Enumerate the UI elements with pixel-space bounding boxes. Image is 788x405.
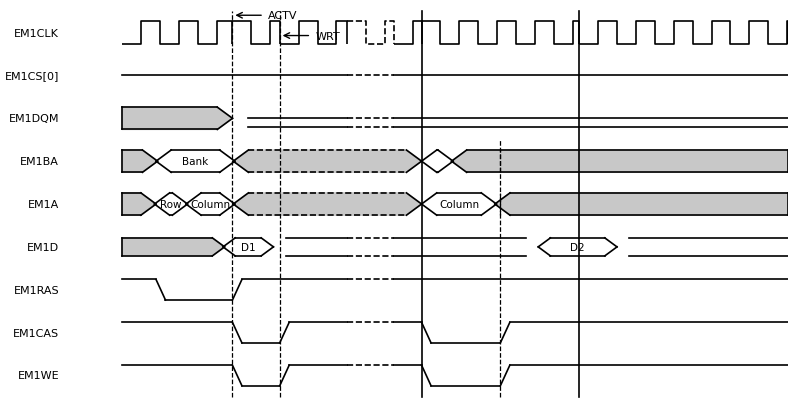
Text: EM1A: EM1A bbox=[28, 200, 59, 209]
Text: Row: Row bbox=[160, 200, 182, 209]
Text: WRT: WRT bbox=[315, 32, 340, 41]
Text: ACTV: ACTV bbox=[268, 11, 297, 21]
Polygon shape bbox=[233, 151, 422, 173]
Text: EM1DQM: EM1DQM bbox=[9, 114, 59, 124]
Text: Column: Column bbox=[191, 200, 230, 209]
Text: Bank: Bank bbox=[182, 157, 209, 167]
Polygon shape bbox=[122, 108, 232, 130]
Polygon shape bbox=[422, 151, 453, 173]
Polygon shape bbox=[122, 151, 158, 173]
Text: EM1BA: EM1BA bbox=[20, 157, 59, 167]
Polygon shape bbox=[223, 238, 273, 256]
Polygon shape bbox=[538, 238, 617, 256]
Polygon shape bbox=[186, 194, 235, 215]
Polygon shape bbox=[422, 194, 496, 215]
Text: EM1RAS: EM1RAS bbox=[13, 285, 59, 295]
Polygon shape bbox=[233, 194, 422, 215]
Polygon shape bbox=[452, 151, 788, 173]
Polygon shape bbox=[122, 238, 225, 256]
Text: EM1CLK: EM1CLK bbox=[14, 28, 59, 38]
Text: EM1D: EM1D bbox=[27, 242, 59, 252]
Text: D1: D1 bbox=[241, 242, 255, 252]
Polygon shape bbox=[156, 151, 235, 173]
Polygon shape bbox=[154, 194, 188, 215]
Text: Column: Column bbox=[439, 200, 479, 209]
Text: D2: D2 bbox=[571, 242, 585, 252]
Text: EM1CAS: EM1CAS bbox=[13, 328, 59, 338]
Polygon shape bbox=[122, 194, 156, 215]
Text: EM1CS[0]: EM1CS[0] bbox=[5, 71, 59, 81]
Text: EM1WE: EM1WE bbox=[17, 371, 59, 381]
Polygon shape bbox=[495, 194, 788, 215]
